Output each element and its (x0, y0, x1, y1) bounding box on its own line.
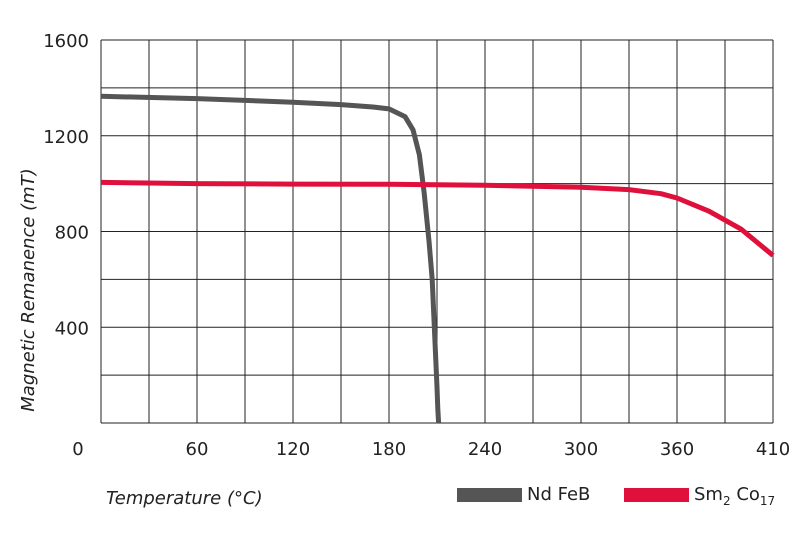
legend-swatch-smco (624, 488, 689, 502)
legend: Nd FeB Sm2 Co17 (457, 484, 775, 508)
y-tick-label: 1200 (43, 127, 89, 148)
y-tick-label: 1600 (43, 31, 89, 52)
x-tick-label: 120 (276, 439, 310, 460)
x-tick-label: 300 (564, 439, 598, 460)
x-tick-label: 410 (756, 439, 790, 460)
y-tick-label: 800 (55, 223, 89, 244)
legend-swatch-ndfeb (457, 488, 522, 502)
x-tick-label: 0 (72, 439, 83, 460)
x-axis-title: Temperature (°C) (106, 488, 263, 509)
x-tick-label: 60 (186, 439, 209, 460)
series-lines (100, 93, 775, 424)
legend-label-ndfeb: Nd FeB (527, 484, 590, 505)
x-tick-label: 240 (468, 439, 502, 460)
legend-item-smco: Sm2 Co17 (624, 484, 775, 508)
x-tick-label: 360 (660, 439, 694, 460)
legend-item-ndfeb: Nd FeB (457, 484, 590, 505)
legend-label-smco: Sm2 Co17 (694, 484, 775, 508)
series-line-ndfeb (100, 93, 442, 424)
x-tick-label: 180 (372, 439, 406, 460)
series-line-smco (100, 179, 775, 258)
y-axis-title: Magnetic Remanence (mT) (18, 168, 39, 411)
y-tick-labels: 400 800 1200 1600 (43, 31, 89, 339)
y-tick-label: 400 (55, 318, 89, 339)
x-tick-labels: 0 60 120 180 240 300 360 410 (72, 439, 790, 460)
